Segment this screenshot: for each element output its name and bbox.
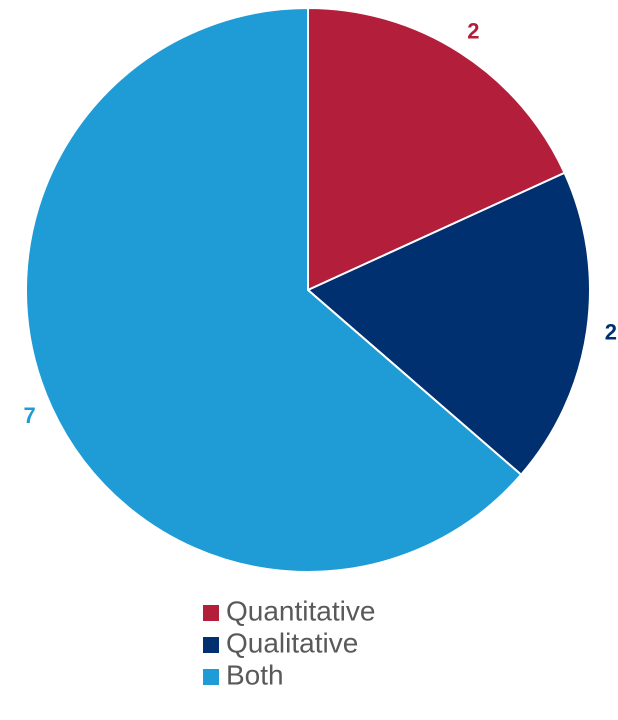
legend-swatch: [203, 605, 219, 621]
legend-swatch: [203, 669, 219, 685]
pie-slice: [307, 6, 566, 292]
legend-swatch: [203, 637, 219, 653]
legend-label: Both: [226, 659, 284, 690]
legend-label: Qualitative: [226, 627, 358, 658]
data-label: 2: [605, 319, 617, 344]
data-label: 7: [24, 403, 36, 428]
pie-slice: [25, 6, 523, 573]
legend-label: Quantitative: [226, 595, 375, 626]
data-label: 2: [467, 18, 479, 43]
pie-slice: [306, 171, 591, 477]
